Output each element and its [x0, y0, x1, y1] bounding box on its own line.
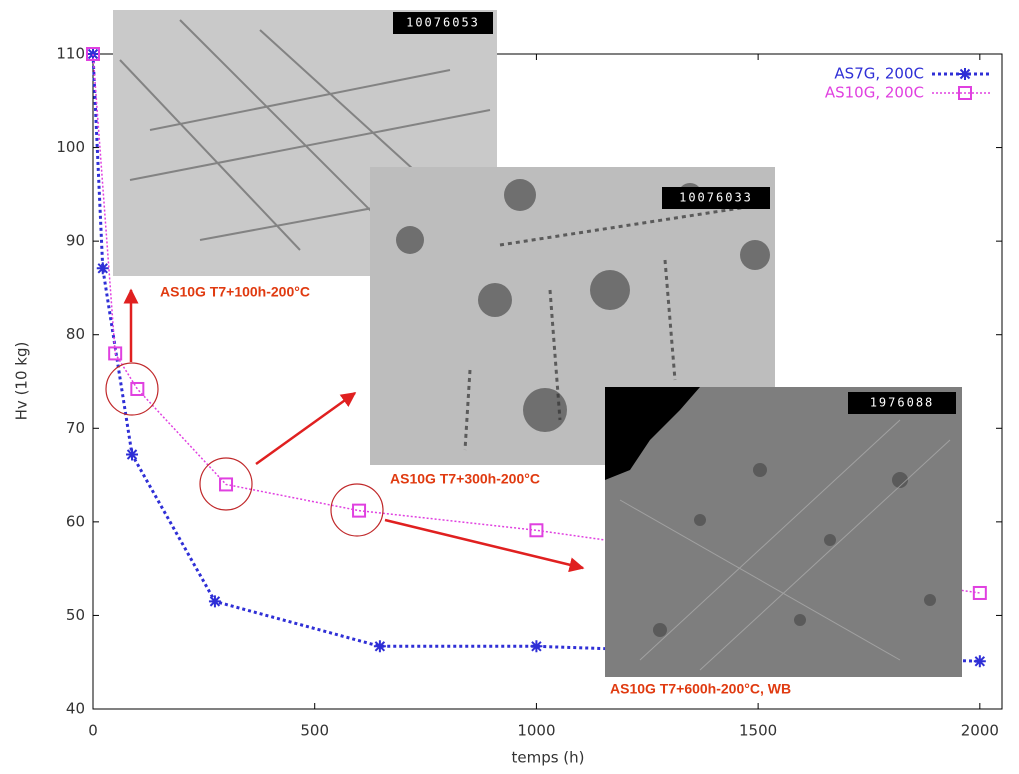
x-tick-label: 0: [88, 722, 98, 740]
marker: [529, 523, 544, 538]
x-tick-label: 1500: [739, 722, 777, 740]
legend-label: AS7G, 200C: [834, 65, 924, 83]
image-code: 10076033: [679, 191, 753, 205]
marker: [108, 346, 123, 361]
image-caption: AS10G T7+600h-200°C, WB: [610, 681, 791, 697]
legend-label: AS10G, 200C: [825, 84, 924, 102]
series-line: [92, 53, 980, 594]
y-tick-label: 60: [66, 512, 85, 530]
image-code: 10076053: [406, 16, 480, 30]
arrows: [123, 288, 585, 573]
plot-frame: [92, 53, 1003, 710]
image-caption: AS10G T7+300h-200°C: [390, 471, 540, 487]
marker: [126, 448, 139, 461]
y-tick-label: 100: [56, 138, 85, 156]
y-tick-label: 70: [66, 419, 85, 437]
image-caption: AS10G T7+100h-200°C: [160, 284, 310, 300]
highlight-circles: [105, 362, 384, 537]
x-axis-label: temps (h): [511, 749, 584, 767]
marker: [219, 477, 234, 492]
marker: [373, 640, 386, 653]
legend-marker: [958, 86, 972, 100]
legend-marker: [959, 68, 971, 80]
marker: [530, 640, 543, 653]
marker: [130, 381, 145, 396]
x-tick-label: 2000: [961, 722, 999, 740]
y-axis-label: Hv (10 kg): [13, 342, 31, 421]
y-tick-label: 90: [66, 232, 85, 250]
marker: [96, 262, 109, 275]
plot-area: 0 500 1000 1500 2000 40 50 60 70 80 90 100 110 AS7G, …: [56, 45, 1003, 740]
y-tick-label: 40: [66, 700, 85, 718]
marker: [86, 47, 100, 61]
marker: [973, 655, 986, 668]
image-code: 1976088: [870, 396, 935, 410]
x-tick-label: 1000: [517, 722, 555, 740]
y-tick-label: 80: [66, 325, 85, 343]
x-tick-label: 500: [300, 722, 329, 740]
marker: [208, 595, 221, 608]
marker: [972, 585, 987, 600]
micrograph: 1976088: [605, 387, 962, 677]
marker: [352, 503, 367, 518]
y-tick-label: 110: [56, 45, 85, 63]
y-tick-label: 50: [66, 606, 85, 624]
